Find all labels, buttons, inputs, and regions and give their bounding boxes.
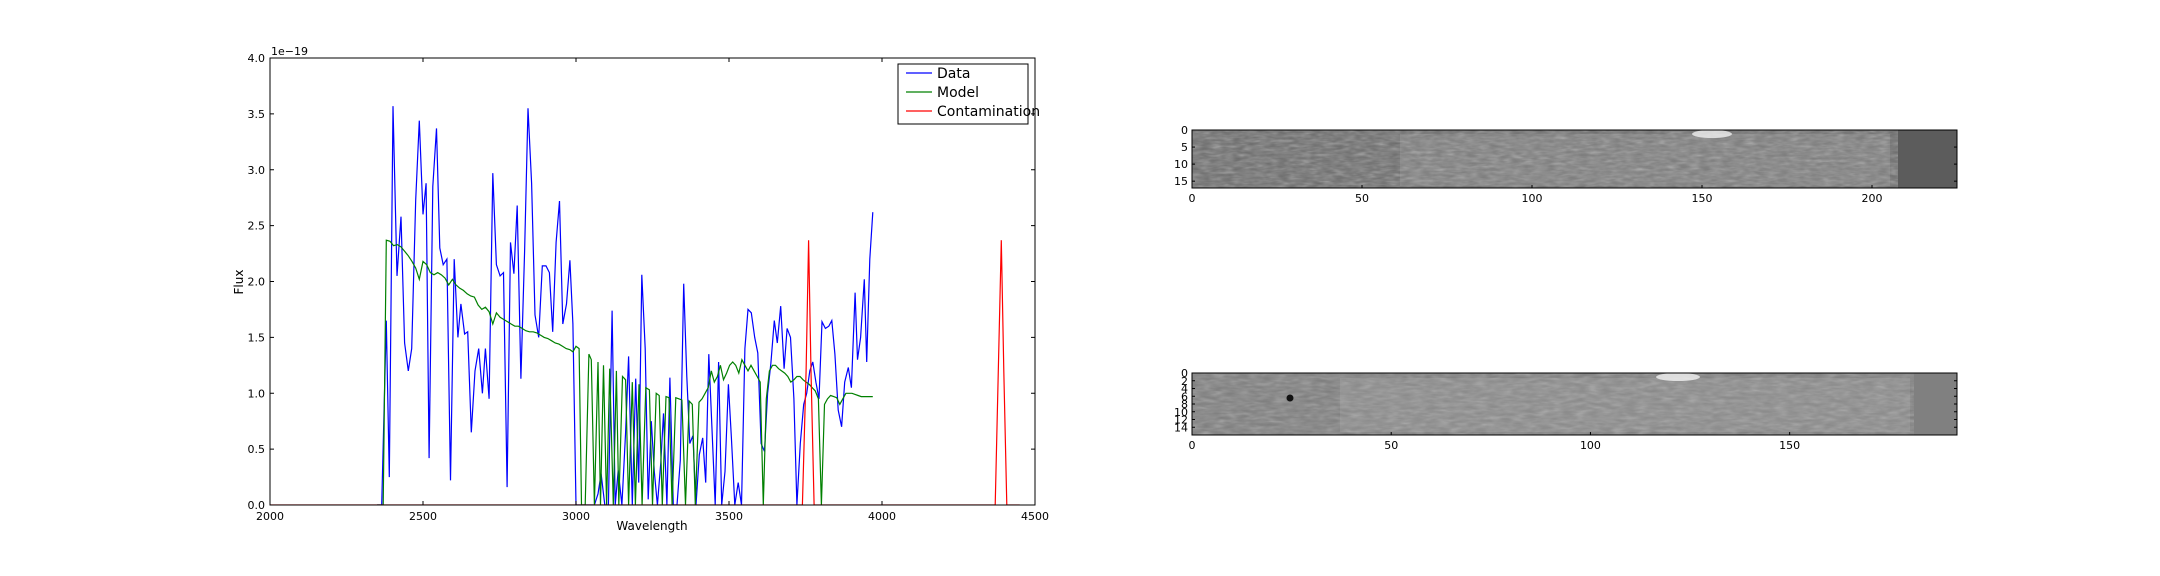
image-bottom-dark-spot [1286,394,1294,402]
image-x-tick-label: 50 [1355,192,1369,205]
image-x-tick-label: 0 [1189,439,1196,452]
y-tick-label: 0.5 [248,443,266,456]
image-bottom-padding [1914,373,1957,435]
image-top-bright-spot [1692,130,1732,138]
y-tick-label: 2.0 [248,276,266,289]
image-bottom-x-axis: 0 50 100 150 [1189,432,1800,452]
image-y-tick-label: 10 [1174,406,1188,419]
image-top-noise [1192,130,1898,188]
image-x-tick-label: 100 [1580,439,1601,452]
image-y-tick-label: 10 [1174,158,1188,171]
image-y-tick-label: 4 [1181,383,1188,396]
image-x-tick-label: 150 [1692,192,1713,205]
image-top-y-axis: 0 5 10 15 [1174,124,1957,188]
x-tick-label: 3500 [715,510,743,523]
x-tick-label: 4000 [868,510,896,523]
image-x-tick-label: 200 [1862,192,1883,205]
y-tick-label: 1.5 [248,331,266,344]
image-top-padding [1898,130,1957,188]
image-top-bright-band [1400,134,1890,186]
y-tick-label: 0.0 [248,499,266,512]
y-tick-label: 4.0 [248,52,266,65]
image-bottom-bright-spot [1656,373,1700,381]
x-tick-label: 4500 [1021,510,1049,523]
image-x-tick-label: 50 [1384,439,1398,452]
x-axis: 2000 2500 3000 3500 4000 4500 [256,58,1049,523]
spectrum-image-top: 0 50 100 150 200 0 5 10 15 [1174,124,1958,205]
spectrum-plot: 2000 2500 3000 3500 4000 4500 0.0 0.5 1.0 1.5 2.0… [232,45,1049,533]
image-y-tick-label: 0 [1181,124,1188,137]
image-x-tick-label: 150 [1779,439,1800,452]
image-x-tick-label: 0 [1189,192,1196,205]
image-x-tick-label: 100 [1522,192,1543,205]
plot-background [270,58,1035,505]
y-tick-label: 3.0 [248,164,266,177]
image-bottom-bright-band [1340,378,1910,432]
y-tick-label: 2.5 [248,220,266,233]
x-tick-label: 2000 [256,510,284,523]
legend-label-model: Model [937,85,979,101]
x-axis-label: Wavelength [616,519,687,533]
image-y-tick-label: 2 [1181,375,1188,388]
image-y-tick-label: 6 [1181,390,1188,403]
y-tick-label: 1.0 [248,387,266,400]
y-axis: 0.0 0.5 1.0 1.5 2.0 2.5 3.0 3.5 4.0 [248,52,1035,512]
x-tick-label: 3000 [562,510,590,523]
legend-box [897,63,1029,125]
legend-label-data: Data [937,66,970,82]
series-line-data [377,106,874,505]
y-tick-label: 3.5 [248,108,266,121]
series-line-contamination [270,240,1020,505]
legend: Data Model Contamination [897,63,1040,125]
image-y-tick-label: 15 [1174,175,1188,188]
image-y-tick-label: 8 [1181,398,1188,411]
image-y-tick-label: 14 [1174,421,1188,434]
series-line-model [377,239,873,505]
x-tick-label: 2500 [409,510,437,523]
legend-label-contamination: Contamination [937,104,1040,120]
series-layer [270,106,1020,505]
y-axis-label: Flux [232,270,246,295]
image-y-tick-label: 5 [1181,141,1188,154]
offset-label: 1e−19 [271,45,308,58]
image-y-tick-label: 12 [1174,414,1188,427]
image-top-x-axis: 0 50 100 150 200 [1189,185,1883,205]
image-bottom-noise [1192,373,1914,435]
image-top-frame [1191,129,1958,189]
image-y-tick-label: 0 [1181,367,1188,380]
